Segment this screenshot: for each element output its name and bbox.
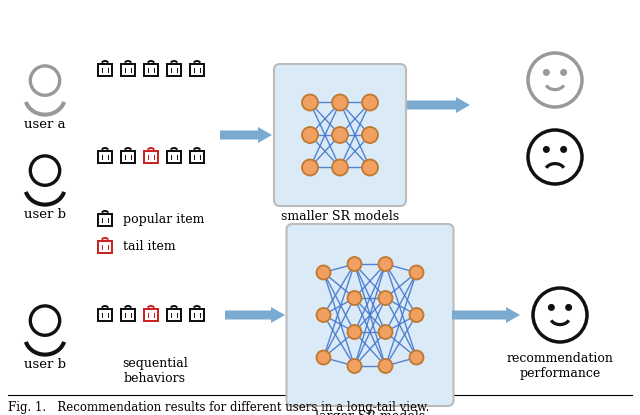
FancyBboxPatch shape [274,64,406,206]
FancyArrow shape [225,307,285,323]
Text: Fig. 1.   Recommendation results for different users in a long-tail view.: Fig. 1. Recommendation results for diffe… [8,401,429,414]
Text: sequential
behaviors: sequential behaviors [122,357,188,385]
Circle shape [561,146,566,152]
Circle shape [348,359,362,373]
Circle shape [332,159,348,176]
Circle shape [566,305,572,310]
Text: popular item: popular item [123,213,204,227]
Circle shape [548,305,554,310]
Text: user b: user b [24,208,66,221]
Circle shape [348,325,362,339]
FancyArrow shape [407,97,470,113]
Text: tail item: tail item [123,241,175,254]
Circle shape [332,127,348,143]
Circle shape [410,266,424,279]
FancyArrow shape [452,307,520,323]
Circle shape [302,127,318,143]
Text: recommendation
performance: recommendation performance [507,352,613,380]
Circle shape [332,95,348,110]
Text: larger SR models: larger SR models [315,410,425,415]
Circle shape [561,70,566,75]
Circle shape [317,266,330,279]
Circle shape [362,159,378,176]
Circle shape [410,308,424,322]
FancyBboxPatch shape [287,224,454,406]
Circle shape [378,257,392,271]
Circle shape [302,95,318,110]
Circle shape [378,325,392,339]
Circle shape [378,291,392,305]
Circle shape [348,291,362,305]
Text: user b: user b [24,358,66,371]
Circle shape [302,159,318,176]
Circle shape [317,351,330,364]
Text: smaller SR models: smaller SR models [281,210,399,223]
Circle shape [410,351,424,364]
Circle shape [543,146,549,152]
Circle shape [317,308,330,322]
Text: user a: user a [24,118,66,131]
Circle shape [362,127,378,143]
Circle shape [348,257,362,271]
Circle shape [362,95,378,110]
Circle shape [378,359,392,373]
Circle shape [543,70,549,75]
FancyArrow shape [220,127,272,143]
